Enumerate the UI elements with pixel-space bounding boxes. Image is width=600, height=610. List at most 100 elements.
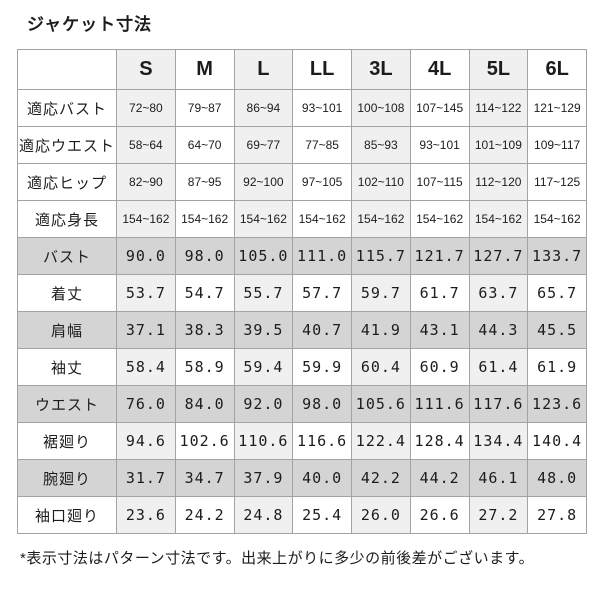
row-fit-height: 適応身長 154~162 154~162 154~162 154~162 154… [17,200,587,238]
size-cell: 60.4 [351,348,411,386]
size-cell: 114~122 [468,89,529,127]
row-label: 腕廻り [17,459,117,497]
page-title: ジャケット寸法 [27,15,153,34]
size-cell: 58~64 [116,126,176,164]
column-header-m: M [174,49,235,90]
row-bust: バスト 90.0 98.0 105.0 111.0 115.7 121.7 12… [17,237,587,275]
size-cell: 154~162 [527,200,587,238]
row-label: 袖丈 [17,348,117,386]
size-cell: 58.9 [174,348,235,386]
size-cell: 57.7 [292,274,352,312]
size-cell: 63.7 [468,274,529,312]
size-cell: 69~77 [233,126,294,164]
size-cell: 154~162 [351,200,411,238]
size-cell: 27.8 [527,496,587,534]
size-cell: 154~162 [174,200,235,238]
size-cell: 110.6 [233,422,294,460]
jacket-size-table: S M L LL 3L 4L 5L 6L 適応バスト 72~80 79~87 8… [17,49,587,534]
size-cell: 40.7 [292,311,352,349]
size-cell: 117~125 [527,163,587,201]
size-cell: 79~87 [174,89,235,127]
row-fit-bust: 適応バスト 72~80 79~87 86~94 93~101 100~108 1… [17,89,587,127]
size-cell: 98.0 [174,237,235,275]
size-cell: 87~95 [174,163,235,201]
size-cell: 117.6 [468,385,529,423]
size-cell: 102~110 [351,163,411,201]
size-cell: 127.7 [468,237,529,275]
size-cell: 105.0 [233,237,294,275]
size-cell: 26.0 [351,496,411,534]
size-cell: 61.9 [527,348,587,386]
size-cell: 111.6 [409,385,470,423]
row-length: 着丈 53.7 54.7 55.7 57.7 59.7 61.7 63.7 65… [17,274,587,312]
size-cell: 37.9 [233,459,294,497]
size-cell: 25.4 [292,496,352,534]
size-cell: 154~162 [233,200,294,238]
row-label: 適応ヒップ [17,163,117,201]
size-cell: 46.1 [468,459,529,497]
size-cell: 154~162 [116,200,176,238]
size-cell: 85~93 [351,126,411,164]
size-cell: 55.7 [233,274,294,312]
size-cell: 107~145 [409,89,470,127]
size-cell: 154~162 [292,200,352,238]
size-cell: 31.7 [116,459,176,497]
header-row: S M L LL 3L 4L 5L 6L [17,49,587,90]
column-header-ll: LL [292,49,352,90]
size-cell: 45.5 [527,311,587,349]
row-label: 裾廻り [17,422,117,460]
row-fit-waist: 適応ウエスト 58~64 64~70 69~77 77~85 85~93 93~… [17,126,587,164]
size-cell: 111.0 [292,237,352,275]
size-cell: 40.0 [292,459,352,497]
row-arm-circumference: 腕廻り 31.7 34.7 37.9 40.0 42.2 44.2 46.1 4… [17,459,587,497]
size-cell: 41.9 [351,311,411,349]
column-header-3l: 3L [351,49,411,90]
size-cell: 122.4 [351,422,411,460]
row-label: 適応バスト [17,89,117,127]
row-fit-hip: 適応ヒップ 82~90 87~95 92~100 97~105 102~110 … [17,163,587,201]
size-cell: 123.6 [527,385,587,423]
size-cell: 121.7 [409,237,470,275]
size-cell: 128.4 [409,422,470,460]
size-cell: 101~109 [468,126,529,164]
row-label: 袖口廻り [17,496,117,534]
size-cell: 98.0 [292,385,352,423]
size-cell: 105.6 [351,385,411,423]
size-cell: 24.2 [174,496,235,534]
size-cell: 61.4 [468,348,529,386]
size-cell: 92~100 [233,163,294,201]
size-cell: 82~90 [116,163,176,201]
size-cell: 93~101 [292,89,352,127]
corner-cell [17,49,117,90]
size-cell: 76.0 [116,385,176,423]
size-cell: 24.8 [233,496,294,534]
row-label: 着丈 [17,274,117,312]
size-cell: 43.1 [409,311,470,349]
size-cell: 54.7 [174,274,235,312]
column-header-5l: 5L [468,49,529,90]
size-cell: 100~108 [351,89,411,127]
size-cell: 26.6 [409,496,470,534]
size-cell: 60.9 [409,348,470,386]
size-cell: 140.4 [527,422,587,460]
size-cell: 154~162 [468,200,529,238]
size-cell: 84.0 [174,385,235,423]
size-cell: 64~70 [174,126,235,164]
size-cell: 109~117 [527,126,587,164]
row-label: 肩幅 [17,311,117,349]
row-waist: ウエスト 76.0 84.0 92.0 98.0 105.6 111.6 117… [17,385,587,423]
size-cell: 102.6 [174,422,235,460]
row-label: 適応ウエスト [17,126,117,164]
row-shoulder-width: 肩幅 37.1 38.3 39.5 40.7 41.9 43.1 44.3 45… [17,311,587,349]
size-cell: 72~80 [116,89,176,127]
row-sleeve-length: 袖丈 58.4 58.9 59.4 59.9 60.4 60.9 61.4 61… [17,348,587,386]
size-cell: 59.4 [233,348,294,386]
size-cell: 59.7 [351,274,411,312]
row-cuff-circumference: 袖口廻り 23.6 24.2 24.8 25.4 26.0 26.6 27.2 … [17,496,587,534]
size-cell: 107~115 [409,163,470,201]
size-cell: 133.7 [527,237,587,275]
size-cell: 154~162 [409,200,470,238]
row-label: 適応身長 [17,200,117,238]
footnote: *表示寸法はパターン寸法です。出来上がりに多少の前後差がございます。 [20,550,535,567]
size-cell: 23.6 [116,496,176,534]
